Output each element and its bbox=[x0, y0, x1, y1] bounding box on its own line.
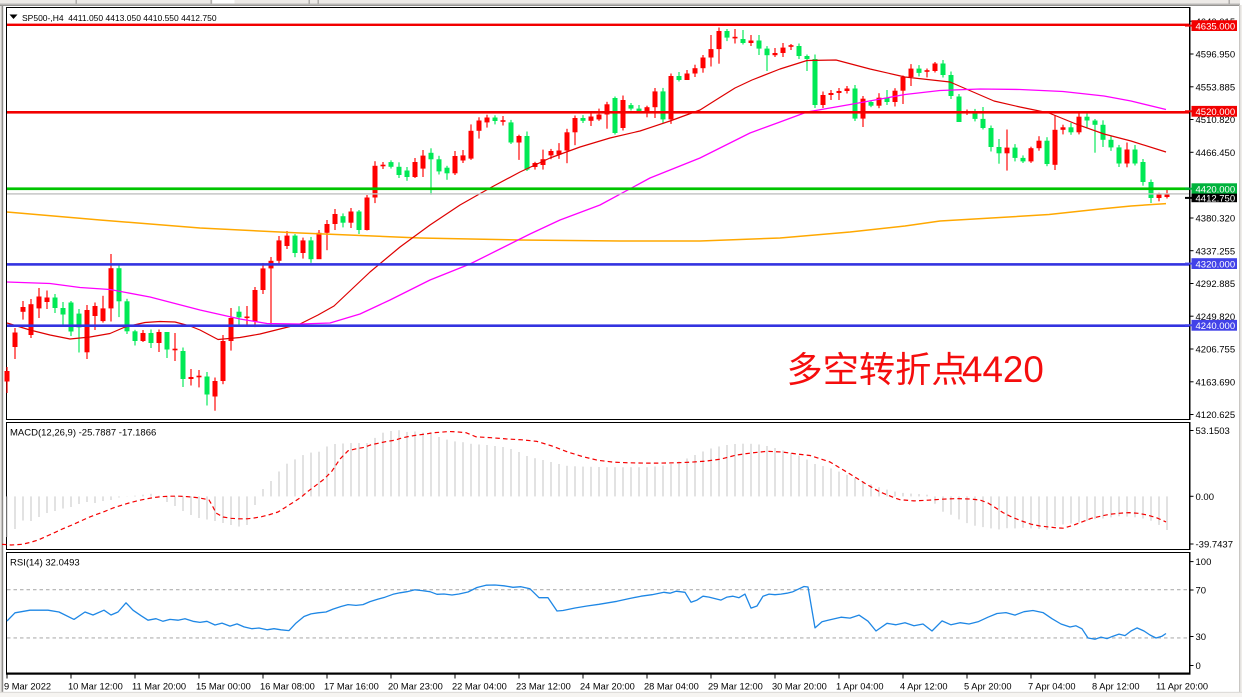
svg-text:30 Mar 20:00: 30 Mar 20:00 bbox=[772, 682, 827, 692]
svg-text:9 Mar 2022: 9 Mar 2022 bbox=[4, 682, 51, 692]
svg-text:4320.000: 4320.000 bbox=[1196, 259, 1236, 270]
svg-text:0.00: 0.00 bbox=[1196, 492, 1215, 503]
svg-text:4292.885: 4292.885 bbox=[1196, 279, 1236, 290]
svg-text:100: 100 bbox=[1196, 557, 1212, 568]
svg-text:11 Apr 20:00: 11 Apr 20:00 bbox=[1156, 682, 1208, 692]
svg-text:4420.000: 4420.000 bbox=[1196, 184, 1236, 195]
svg-text:4466.450: 4466.450 bbox=[1196, 148, 1236, 159]
svg-text:4420: 4420 bbox=[962, 349, 1044, 390]
svg-text:4240.000: 4240.000 bbox=[1196, 321, 1236, 332]
svg-text:11 Mar 20:00: 11 Mar 20:00 bbox=[132, 682, 186, 692]
svg-text:MACD(12,26,9) -25.7887 -17.186: MACD(12,26,9) -25.7887 -17.1866 bbox=[10, 428, 156, 439]
svg-text:4596.950: 4596.950 bbox=[1196, 50, 1236, 61]
svg-text:4635.000: 4635.000 bbox=[1196, 21, 1236, 32]
svg-text:-39.7437: -39.7437 bbox=[1196, 540, 1234, 551]
svg-text:30: 30 bbox=[1196, 632, 1207, 643]
svg-text:4510.820: 4510.820 bbox=[1196, 115, 1236, 126]
svg-text:28 Mar 04:00: 28 Mar 04:00 bbox=[644, 682, 699, 692]
svg-text:10 Mar 12:00: 10 Mar 12:00 bbox=[68, 682, 123, 692]
svg-text:4337.255: 4337.255 bbox=[1196, 246, 1236, 257]
svg-text:4206.755: 4206.755 bbox=[1196, 345, 1236, 356]
svg-text:20 Mar 23:00: 20 Mar 23:00 bbox=[388, 682, 443, 692]
svg-text:4 Apr 12:00: 4 Apr 12:00 bbox=[900, 682, 948, 692]
svg-text:4520.000: 4520.000 bbox=[1196, 107, 1236, 118]
svg-text:53.1503: 53.1503 bbox=[1196, 426, 1230, 437]
svg-text:RSI(14) 32.0493: RSI(14) 32.0493 bbox=[10, 558, 80, 569]
svg-text:7 Apr 04:00: 7 Apr 04:00 bbox=[1028, 682, 1076, 692]
svg-text:17 Mar 16:00: 17 Mar 16:00 bbox=[324, 682, 379, 692]
svg-text:4163.690: 4163.690 bbox=[1196, 377, 1236, 388]
svg-text:8 Apr 12:00: 8 Apr 12:00 bbox=[1092, 682, 1140, 692]
svg-text:5 Apr 20:00: 5 Apr 20:00 bbox=[964, 682, 1012, 692]
svg-text:4249.820: 4249.820 bbox=[1196, 312, 1236, 323]
svg-text:SP500-,H4 4411.050 4413.050 4: SP500-,H4 4411.050 4413.050 4410.550 441… bbox=[22, 13, 217, 23]
svg-text:22 Mar 04:00: 22 Mar 04:00 bbox=[452, 682, 507, 692]
svg-text:23 Mar 12:00: 23 Mar 12:00 bbox=[516, 682, 571, 692]
svg-text:15 Mar 00:00: 15 Mar 00:00 bbox=[196, 682, 251, 692]
svg-text:29 Mar 12:00: 29 Mar 12:00 bbox=[708, 682, 763, 692]
svg-text:4120.625: 4120.625 bbox=[1196, 410, 1236, 421]
svg-text:4553.885: 4553.885 bbox=[1196, 82, 1236, 93]
svg-text:1 Apr 04:00: 1 Apr 04:00 bbox=[836, 682, 884, 692]
svg-text:4412.750: 4412.750 bbox=[1196, 194, 1236, 205]
svg-text:0: 0 bbox=[1196, 661, 1201, 672]
svg-text:16 Mar 08:00: 16 Mar 08:00 bbox=[260, 682, 315, 692]
svg-text:24 Mar 20:00: 24 Mar 20:00 bbox=[580, 682, 635, 692]
svg-text:4380.320: 4380.320 bbox=[1196, 214, 1236, 225]
svg-text:70: 70 bbox=[1196, 586, 1207, 597]
